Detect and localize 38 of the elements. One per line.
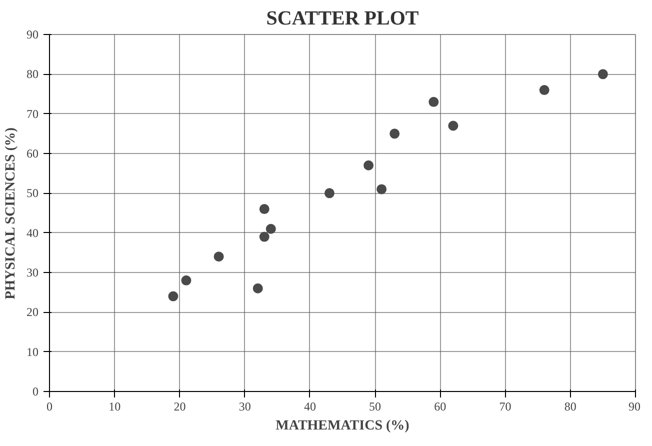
x-tick-label: 10 bbox=[108, 400, 121, 414]
x-tick-label: 80 bbox=[564, 400, 576, 414]
y-tick-label: 60 bbox=[26, 146, 38, 160]
point bbox=[214, 252, 224, 262]
point bbox=[259, 232, 270, 242]
y-tick-label: 70 bbox=[26, 106, 38, 121]
y-tick-label: 0 bbox=[32, 384, 38, 398]
y-tick-label: 90 bbox=[26, 28, 38, 42]
point bbox=[259, 204, 270, 214]
x-tick-label: 0 bbox=[46, 400, 52, 414]
x-axis-title: MATHEMATICS (%) bbox=[276, 418, 410, 434]
point bbox=[266, 224, 276, 234]
y-tick-label: 40 bbox=[26, 226, 38, 240]
y-tick-label: 30 bbox=[26, 266, 38, 280]
point bbox=[181, 275, 192, 286]
x-tick-label: 30 bbox=[238, 400, 251, 414]
y-tick-label: 10 bbox=[26, 344, 38, 359]
point bbox=[598, 69, 608, 80]
y-tick-label: 80 bbox=[26, 67, 38, 82]
x-tick-label: 50 bbox=[369, 400, 382, 414]
y-tick-label: 20 bbox=[26, 305, 38, 320]
point bbox=[376, 184, 387, 194]
x-tick-label: 90 bbox=[628, 400, 640, 414]
point bbox=[390, 128, 400, 139]
point bbox=[252, 283, 263, 294]
x-tick-label: 70 bbox=[499, 400, 512, 414]
point bbox=[428, 96, 439, 107]
chart-title: SCATTER PLOT bbox=[266, 8, 420, 30]
point bbox=[364, 160, 374, 170]
y-axis-title: PHYSICAL SCIENCES (%) bbox=[4, 127, 18, 300]
x-tick-label: 40 bbox=[304, 400, 316, 414]
point bbox=[448, 120, 458, 131]
x-tick-label: 20 bbox=[174, 400, 186, 414]
y-tick-label: 50 bbox=[26, 186, 38, 200]
point bbox=[539, 85, 550, 96]
x-tick-label: 60 bbox=[434, 400, 446, 414]
point bbox=[324, 188, 334, 198]
point bbox=[168, 291, 178, 302]
